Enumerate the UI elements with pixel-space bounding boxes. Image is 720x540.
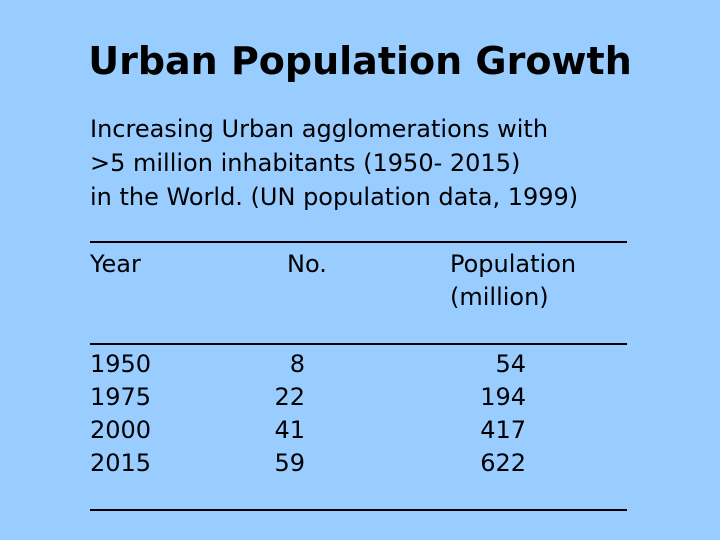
row-count: 41 xyxy=(274,416,305,444)
row-year: 1975 xyxy=(90,383,152,411)
row-count: 8 xyxy=(289,350,305,378)
header-count: No. xyxy=(287,250,327,278)
intro-line-2: >5 million inhabitants (1950- 2015) xyxy=(90,149,521,177)
table-bottom-rule xyxy=(90,509,627,511)
header-population: Population xyxy=(450,250,577,278)
row-count: 22 xyxy=(274,383,305,411)
row-year: 2015 xyxy=(90,449,152,477)
row-population: 194 xyxy=(480,383,526,411)
row-count: 59 xyxy=(274,449,305,477)
row-year: 2000 xyxy=(90,416,152,444)
intro-line-3: in the World. (UN population data, 1999) xyxy=(90,183,579,211)
table-header-rule xyxy=(90,343,627,345)
table-top-rule xyxy=(90,241,627,243)
intro-line-1: Increasing Urban agglomerations with xyxy=(90,115,549,143)
row-population: 54 xyxy=(495,350,526,378)
row-population: 417 xyxy=(480,416,526,444)
row-population: 622 xyxy=(480,449,526,477)
intro-text: Increasing Urban agglomerations with >5 … xyxy=(90,112,650,214)
header-year: Year xyxy=(90,250,141,278)
slide-title: Urban Population Growth xyxy=(88,39,632,83)
row-year: 1950 xyxy=(90,350,152,378)
header-population-unit: (million) xyxy=(450,283,549,311)
